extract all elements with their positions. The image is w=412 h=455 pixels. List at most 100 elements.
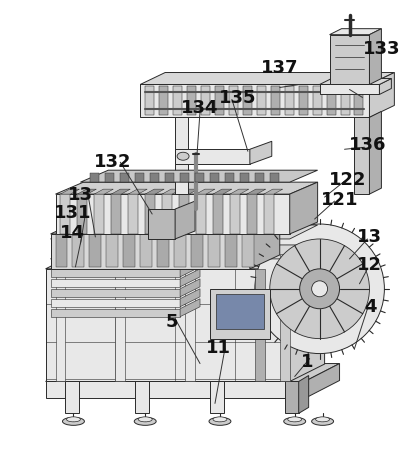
Polygon shape [379,79,391,95]
Polygon shape [77,190,96,195]
Ellipse shape [316,417,330,422]
Polygon shape [304,364,339,399]
Polygon shape [150,174,159,183]
Polygon shape [165,174,174,183]
Polygon shape [51,245,318,259]
Polygon shape [140,228,162,233]
Text: 137: 137 [261,58,299,76]
Text: 14: 14 [60,223,85,242]
Polygon shape [174,233,186,267]
Polygon shape [320,85,379,95]
Polygon shape [230,195,240,234]
Polygon shape [123,228,145,233]
Polygon shape [229,87,238,116]
Polygon shape [185,269,195,382]
Polygon shape [51,226,318,239]
Polygon shape [299,87,308,116]
Polygon shape [247,195,257,234]
Polygon shape [247,190,266,195]
Polygon shape [354,87,363,116]
Polygon shape [271,87,280,116]
Polygon shape [128,190,147,195]
Polygon shape [180,259,200,277]
Polygon shape [140,233,152,267]
Polygon shape [115,269,125,382]
Polygon shape [354,118,370,195]
Polygon shape [180,229,200,248]
Polygon shape [46,364,339,382]
Polygon shape [195,174,204,183]
Polygon shape [285,87,294,116]
Polygon shape [135,382,149,414]
Polygon shape [162,190,181,195]
Polygon shape [208,228,230,233]
Polygon shape [173,87,182,116]
Polygon shape [157,233,169,267]
Polygon shape [145,190,164,195]
Text: 1: 1 [302,352,314,370]
Polygon shape [264,190,283,195]
Polygon shape [46,252,325,269]
Polygon shape [243,87,252,116]
Ellipse shape [138,417,152,422]
Polygon shape [210,174,219,183]
Polygon shape [225,228,247,233]
Text: 131: 131 [54,203,91,222]
Text: 133: 133 [363,40,400,57]
Polygon shape [264,195,274,234]
Polygon shape [225,233,237,267]
Ellipse shape [213,417,227,422]
Polygon shape [111,190,130,195]
Text: 136: 136 [349,136,386,154]
Polygon shape [242,228,264,233]
Polygon shape [51,234,250,269]
Polygon shape [330,35,370,85]
Polygon shape [145,195,155,234]
Polygon shape [370,112,382,195]
Polygon shape [179,190,198,195]
Text: 13: 13 [357,228,382,245]
Polygon shape [180,279,200,297]
Polygon shape [51,299,180,307]
Polygon shape [51,289,180,297]
Polygon shape [208,233,220,267]
Polygon shape [313,87,322,116]
Polygon shape [215,87,224,116]
Polygon shape [179,195,189,234]
Polygon shape [180,299,200,317]
Circle shape [255,224,384,354]
Polygon shape [51,309,180,317]
Polygon shape [90,174,99,183]
Polygon shape [255,174,264,183]
Text: 132: 132 [94,153,131,171]
Polygon shape [106,228,128,233]
Text: 11: 11 [206,338,230,356]
Polygon shape [56,269,66,382]
Text: 12: 12 [357,255,382,273]
Polygon shape [175,118,188,195]
Polygon shape [191,233,203,267]
Polygon shape [77,195,87,234]
Polygon shape [51,259,180,267]
Circle shape [270,239,370,339]
Polygon shape [51,279,180,287]
Polygon shape [145,87,154,116]
Text: 121: 121 [321,191,358,209]
Ellipse shape [66,417,80,422]
Polygon shape [180,249,200,267]
Polygon shape [290,252,325,382]
Polygon shape [73,228,94,233]
Polygon shape [111,195,121,234]
Polygon shape [148,210,175,239]
Polygon shape [56,183,318,195]
Polygon shape [240,174,249,183]
Polygon shape [213,190,232,195]
Polygon shape [61,190,80,195]
Polygon shape [174,228,196,233]
Ellipse shape [177,153,189,161]
Polygon shape [299,376,309,414]
Text: 122: 122 [329,171,366,189]
Polygon shape [120,174,129,183]
Polygon shape [320,79,391,85]
Polygon shape [225,174,234,183]
